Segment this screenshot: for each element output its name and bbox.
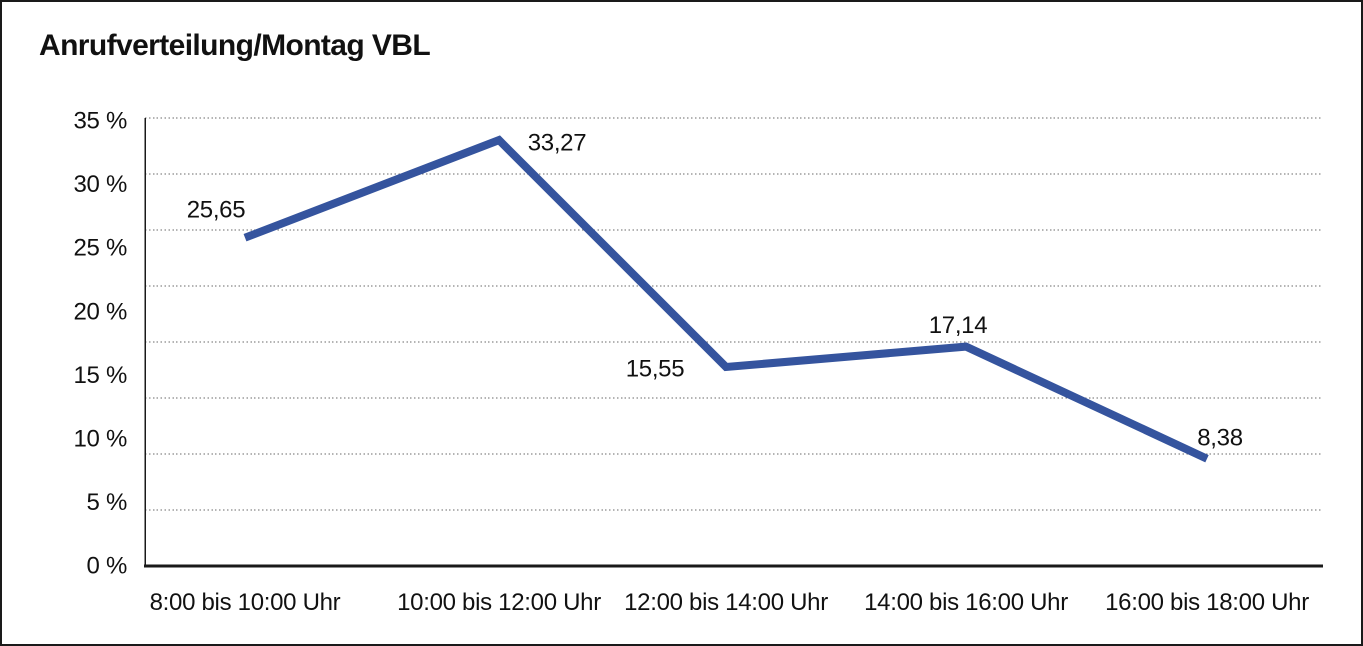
data-point-label: 17,14	[929, 312, 988, 339]
data-point-label: 33,27	[528, 130, 587, 157]
y-tick-label: 5 %	[87, 489, 127, 516]
y-tick-label: 15 %	[73, 362, 127, 389]
y-tick-label: 35 %	[73, 108, 127, 135]
data-point-label: 8,38	[1197, 424, 1243, 451]
y-tick-label: 30 %	[73, 171, 127, 198]
y-tick-label: 20 %	[73, 298, 127, 325]
x-category-label: 16:00 bis 18:00 Uhr	[1105, 589, 1309, 616]
data-point-label: 25,65	[187, 196, 246, 223]
chart-title: Anrufverteilung/Montag VBL	[39, 29, 431, 62]
data-point-label: 15,55	[626, 356, 685, 383]
y-tick-label: 0 %	[87, 553, 127, 580]
x-category-label: 12:00 bis 14:00 Uhr	[624, 589, 828, 616]
y-tick-label: 25 %	[73, 235, 127, 262]
x-category-label: 10:00 bis 12:00 Uhr	[397, 589, 601, 616]
x-category-label: 14:00 bis 16:00 Uhr	[864, 589, 1068, 616]
x-category-label: 8:00 bis 10:00 Uhr	[150, 589, 341, 616]
data-line	[243, 135, 1209, 463]
y-tick-label: 10 %	[73, 425, 127, 452]
